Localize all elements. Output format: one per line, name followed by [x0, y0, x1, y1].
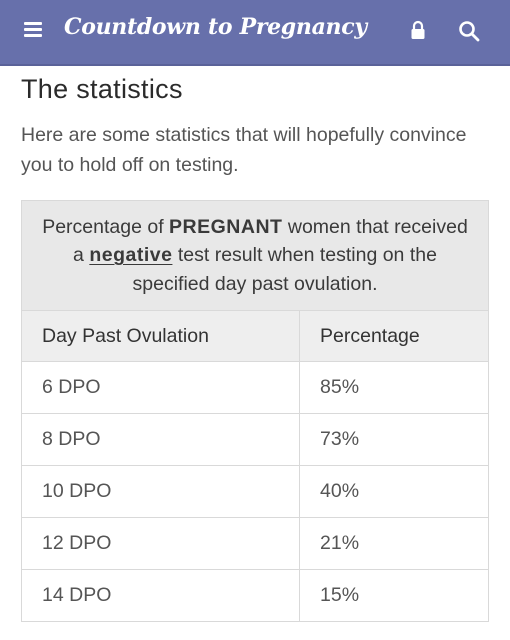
table-caption: Percentage of PREGNANT women that receiv…: [21, 200, 489, 311]
percentage-cell: 40%: [299, 465, 489, 518]
percentage-cell: 85%: [299, 361, 489, 414]
percentage-cell: 15%: [299, 569, 489, 622]
caption-text-1: Percentage of: [42, 215, 170, 238]
caption-pregnant-emphasis: PREGNANT: [169, 215, 283, 238]
top-app-bar: Countdown to Pregnancy: [0, 0, 510, 66]
day-cell: 10 DPO: [21, 465, 300, 518]
intro-paragraph: Here are some statistics that will hopef…: [21, 124, 467, 176]
day-cell: 12 DPO: [21, 517, 300, 570]
day-cell: 14 DPO: [21, 569, 300, 622]
caption-text-2: women that received a: [73, 215, 468, 267]
day-cell: 8 DPO: [21, 413, 300, 466]
app-title[interactable]: Countdown to Pregnancy: [64, 14, 367, 40]
table-row: 8 DPO 73%: [21, 413, 489, 466]
lock-icon[interactable]: [410, 20, 426, 40]
day-cell: 6 DPO: [21, 361, 300, 414]
search-icon[interactable]: [458, 20, 480, 42]
percentage-cell: 73%: [299, 413, 489, 466]
caption-text-3: test result when testing on the specifie…: [132, 244, 437, 295]
table-row: 12 DPO 21%: [21, 517, 489, 570]
caption-negative-emphasis: negative: [89, 244, 173, 267]
page-heading: The statistics: [21, 74, 183, 104]
column-header-percentage: Percentage: [299, 310, 489, 362]
table-row: 14 DPO 15%: [21, 569, 489, 622]
table-row: 10 DPO 40%: [21, 465, 489, 518]
column-header-day: Day Past Ovulation: [21, 310, 300, 362]
menu-icon[interactable]: [24, 22, 42, 38]
percentage-cell: 21%: [299, 517, 489, 570]
table-row: 6 DPO 85%: [21, 361, 489, 414]
table-header-row: Day Past Ovulation Percentage: [21, 310, 489, 362]
statistics-table: Percentage of PREGNANT women that receiv…: [21, 200, 489, 622]
